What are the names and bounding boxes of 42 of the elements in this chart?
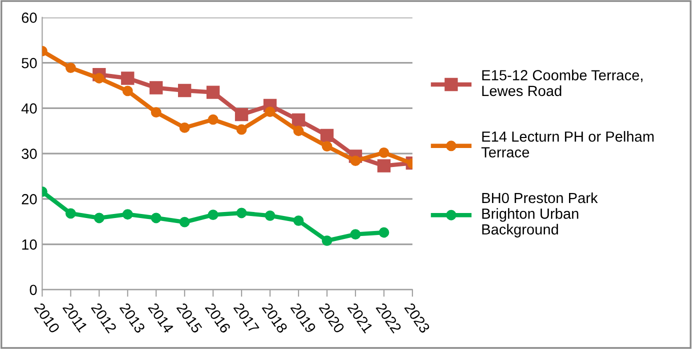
point — [179, 122, 190, 133]
point — [94, 73, 104, 84]
point — [150, 81, 163, 94]
point — [208, 210, 218, 220]
y-tick-label: 10 — [22, 239, 37, 250]
point — [264, 210, 276, 221]
point — [350, 229, 361, 240]
point — [264, 106, 276, 118]
point — [236, 124, 247, 135]
legend-label: E15-12 Coombe Terrace, Lewes Road — [482, 70, 642, 96]
point — [122, 209, 133, 220]
point — [94, 212, 104, 224]
y-tick-label: 30 — [22, 148, 37, 159]
legend-label: E14 Lecturn PH or Pelham Terrace — [481, 131, 654, 158]
point — [65, 62, 76, 74]
point — [122, 86, 133, 96]
point — [236, 208, 247, 218]
y-tick-label: 0 — [30, 284, 37, 296]
point — [178, 84, 192, 98]
legend-label: BH0 Preston Park Brighton Urban Background — [482, 192, 598, 238]
y-tick-label: 40 — [21, 103, 37, 114]
point — [234, 108, 248, 122]
point — [292, 113, 306, 127]
point — [179, 216, 190, 228]
y-tick-label: 20 — [22, 194, 37, 204]
point — [377, 159, 391, 172]
point — [322, 235, 332, 246]
point — [121, 72, 134, 85]
point — [378, 227, 390, 238]
point — [320, 128, 334, 142]
point — [150, 212, 162, 224]
point — [293, 126, 304, 136]
point — [208, 114, 218, 125]
point — [322, 141, 332, 152]
point — [150, 107, 162, 118]
point — [65, 208, 76, 219]
point — [378, 147, 390, 158]
point — [293, 216, 304, 226]
y-tick-label: 60 — [22, 12, 37, 23]
point — [350, 156, 361, 166]
y-tick-label: 50 — [22, 58, 37, 68]
point — [206, 86, 220, 99]
